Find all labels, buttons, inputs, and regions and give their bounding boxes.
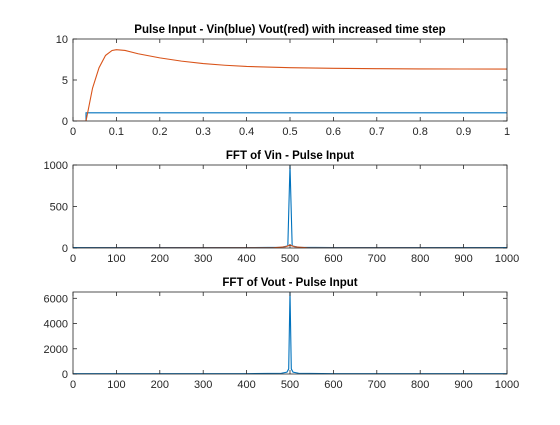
chart-title: Pulse Input - Vin(blue) Vout(red) with i…: [134, 24, 445, 36]
x-tick-label: 0: [70, 126, 76, 138]
x-tick-label: 300: [194, 379, 212, 391]
x-tick-label: 0.7: [369, 126, 384, 138]
y-tick-label: 6000: [44, 293, 68, 305]
x-tick-label: 0.4: [239, 126, 254, 138]
y-tick-label: 4000: [44, 319, 68, 331]
x-tick-label: 700: [368, 379, 386, 391]
x-tick-label: 1: [504, 126, 510, 138]
x-tick-label: 800: [411, 379, 429, 391]
y-tick-label: 1000: [44, 160, 68, 172]
x-tick-label: 0: [70, 253, 76, 265]
x-tick-label: 0.6: [326, 126, 341, 138]
plot-frame: [72, 38, 508, 122]
x-tick-label: 0.8: [413, 126, 428, 138]
x-tick-label: 300: [194, 253, 212, 265]
subplot-fft-vin: 0 100 200 300 400 500 600 700 800 900 1000 0 500 1000…: [44, 150, 520, 265]
x-tick-label: 900: [454, 379, 472, 391]
y-tick-label: 10: [56, 34, 68, 46]
x-tick-label: 0.1: [109, 126, 124, 138]
series-line-2: [73, 49, 507, 121]
series-line-1: [73, 112, 507, 121]
x-tick-label: 1000: [495, 379, 519, 391]
x-tick-label: 900: [454, 253, 472, 265]
x-tick-label: 400: [237, 253, 255, 265]
x-tick-label: 1000: [495, 253, 519, 265]
y-tick-label: 0: [62, 116, 68, 128]
x-tick-label: 0.9: [456, 126, 471, 138]
x-tick-label: 800: [411, 253, 429, 265]
x-tick-label: 0.2: [152, 126, 167, 138]
x-tick-label: 600: [324, 253, 342, 265]
subplot-fft-vout: 0 100 200 300 400 500 600 700 800 900 1000 0 2000 400…: [44, 277, 520, 391]
y-tick-label: 0: [62, 243, 68, 255]
y-tick-label: 5: [62, 75, 68, 87]
chart-title: FFT of Vout - Pulse Input: [222, 277, 357, 289]
chart-title: FFT of Vin - Pulse Input: [226, 150, 354, 162]
x-tick-label: 0.3: [196, 126, 211, 138]
x-tick-label: 500: [281, 253, 299, 265]
x-tick-label: 0: [70, 379, 76, 391]
x-tick-label: 400: [237, 379, 255, 391]
x-tick-label: 0.5: [282, 126, 297, 138]
series-line-1: [73, 164, 507, 248]
x-tick-label: 100: [107, 379, 125, 391]
series-line-1: [73, 291, 507, 374]
y-tick-label: 500: [50, 202, 68, 214]
x-tick-label: 200: [151, 253, 169, 265]
x-tick-label: 500: [281, 379, 299, 391]
x-tick-label: 200: [151, 379, 169, 391]
y-tick-label: 2000: [44, 344, 68, 356]
x-tick-label: 100: [107, 253, 125, 265]
x-tick-label: 600: [324, 379, 342, 391]
x-tick-label: 700: [368, 253, 386, 265]
y-tick-label: 0: [62, 369, 68, 381]
